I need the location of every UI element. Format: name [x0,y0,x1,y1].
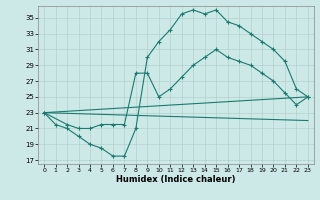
X-axis label: Humidex (Indice chaleur): Humidex (Indice chaleur) [116,175,236,184]
